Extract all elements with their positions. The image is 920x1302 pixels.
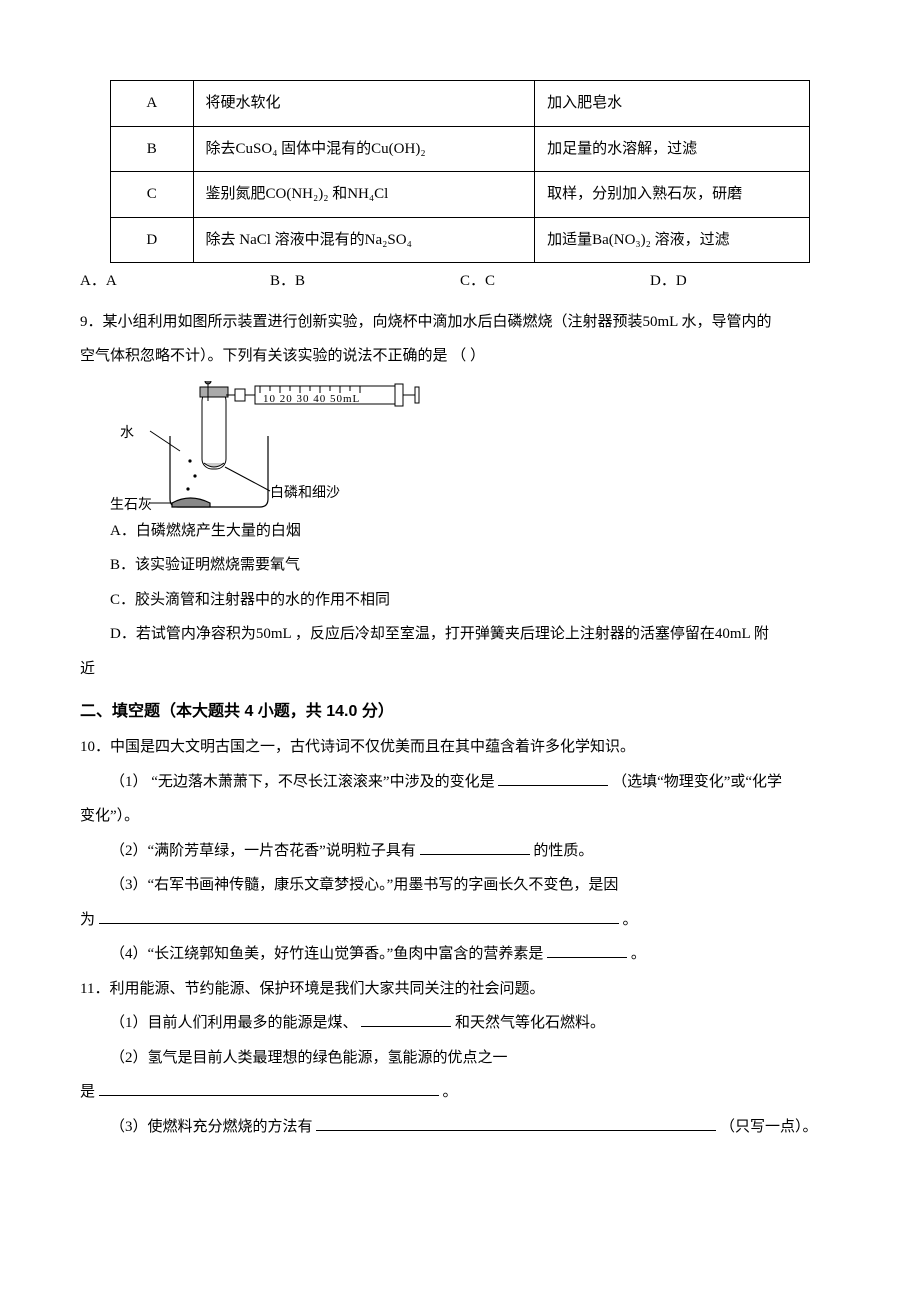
- table-row: C 鉴别氮肥CO(NH₂)₂ 和NH₄Cl 取样，分别加入熟石灰，研磨: [111, 172, 810, 218]
- q10-stem: 10．中国是四大文明古国之一，古代诗词不仅优美而且在其中蕴含着许多化学知识。: [80, 733, 840, 762]
- lime-label: 生石灰: [110, 493, 152, 520]
- q10-p1-line2: 变化”）。: [80, 802, 840, 831]
- q10-p2-text-a: （2）“满阶芳草绿，一片杏花香”说明粒子具有: [110, 843, 420, 859]
- blank-input[interactable]: [99, 908, 619, 924]
- q11-p2-text-b: 是: [80, 1084, 99, 1100]
- choice-d: D．D: [650, 267, 840, 296]
- choice-b: B．B: [270, 267, 460, 296]
- row-desc: 除去 NaCl 溶液中混有的Na₂SO₄: [193, 217, 535, 263]
- syringe-scale-label: 10 20 30 40 50mL: [263, 389, 360, 410]
- row-letter: D: [111, 217, 194, 263]
- q10-p2: （2）“满阶芳草绿，一片杏花香”说明粒子具有 的性质。: [80, 837, 840, 866]
- row-method: 加入肥皂水: [535, 81, 810, 127]
- q11-p3-text-a: （3）使燃料充分燃烧的方法有: [110, 1119, 316, 1135]
- row-desc: 鉴别氮肥CO(NH₂)₂ 和NH₄Cl: [193, 172, 535, 218]
- q9-option-A: A．白磷燃烧产生大量的白烟: [80, 517, 840, 546]
- q10-p3-line1: （3）“右军书画神传髓，康乐文章梦授心。”用墨书写的字画长久不变色，是因: [80, 871, 840, 900]
- q10-p3-text-c: 。: [623, 912, 638, 928]
- row-letter: C: [111, 172, 194, 218]
- row-method: 加适量Ba(NO₃)₂ 溶液，过滤: [535, 217, 810, 263]
- q9-option-D-line2: 近: [80, 655, 840, 684]
- table-row: A 将硬水软化 加入肥皂水: [111, 81, 810, 127]
- q11-p3-text-b: （只写一点）。: [720, 1119, 818, 1135]
- q9-stem-line1: 9．某小组利用如图所示装置进行创新实验，向烧杯中滴加水后白磷燃烧（注射器预装50…: [80, 308, 840, 337]
- q9-option-D-line1: D．若试管内净容积为50mL ，反应后冷却至室温，打开弹簧夹后理论上注射器的活塞…: [80, 620, 840, 649]
- q11-p1-text-b: 和天然气等化石燃料。: [455, 1015, 605, 1031]
- answer-choices: A．A B．B C．C D．D: [80, 267, 840, 296]
- row-method: 加足量的水溶解，过滤: [535, 126, 810, 172]
- blank-input[interactable]: [99, 1080, 439, 1096]
- blank-input[interactable]: [361, 1011, 451, 1027]
- blank-input[interactable]: [316, 1115, 716, 1131]
- q11-p2-line1: （2）氢气是目前人类最理想的绿色能源，氢能源的优点之一: [80, 1044, 840, 1073]
- phosphorus-label: 白磷和细沙: [270, 481, 340, 508]
- q11-p1-text-a: （1）目前人们利用最多的能源是煤、: [110, 1015, 361, 1031]
- q10-p4: （4）“长江绕郭知鱼美，好竹连山觉笋香。”鱼肉中富含的营养素是 。: [80, 940, 840, 969]
- q10-p4-text-b: 。: [631, 946, 646, 962]
- q10-p2-text-b: 的性质。: [533, 843, 593, 859]
- q10-p1-text-b: （选填“物理变化”或“化学: [612, 774, 782, 790]
- q11-p2-line2: 是 。: [80, 1078, 840, 1107]
- options-table: A 将硬水软化 加入肥皂水 B 除去CuSO₄ 固体中混有的Cu(OH)₂ 加足…: [110, 80, 810, 263]
- q11-p1: （1）目前人们利用最多的能源是煤、 和天然气等化石燃料。: [80, 1009, 840, 1038]
- q10-p3-text-b: 为: [80, 912, 99, 928]
- row-method: 取样，分别加入熟石灰，研磨: [535, 172, 810, 218]
- blank-input[interactable]: [547, 942, 627, 958]
- q11-stem: 11．利用能源、节约能源、保护环境是我们大家共同关注的社会问题。: [80, 975, 840, 1004]
- row-letter: B: [111, 126, 194, 172]
- row-letter: A: [111, 81, 194, 127]
- choice-a: A．A: [80, 267, 270, 296]
- q11-p3: （3）使燃料充分燃烧的方法有 （只写一点）。: [80, 1113, 840, 1142]
- q10-p1-line1: （1） “无边落木萧萧下，不尽长江滚滚来”中涉及的变化是 （选填“物理变化”或“…: [80, 768, 840, 797]
- water-label: 水: [120, 421, 134, 448]
- blank-input[interactable]: [420, 839, 530, 855]
- section-2-title: 二、填空题（本大题共 4 小题，共 14.0 分）: [80, 697, 840, 727]
- blank-input[interactable]: [498, 770, 608, 786]
- page-root: A 将硬水软化 加入肥皂水 B 除去CuSO₄ 固体中混有的Cu(OH)₂ 加足…: [0, 0, 920, 1302]
- q10-p4-text-a: （4）“长江绕郭知鱼美，好竹连山觉笋香。”鱼肉中富含的营养素是: [110, 946, 547, 962]
- q9-diagram: 10 20 30 40 50mL 水 生石灰 白磷和细沙: [110, 381, 430, 511]
- table-row: D 除去 NaCl 溶液中混有的Na₂SO₄ 加适量Ba(NO₃)₂ 溶液，过滤: [111, 217, 810, 263]
- row-desc: 将硬水软化: [193, 81, 535, 127]
- choice-c: C．C: [460, 267, 650, 296]
- q9-stem-line2: 空气体积忽略不计）。下列有关该实验的说法不正确的是 （ ）: [80, 342, 840, 371]
- q10-p1-text-a: （1） “无边落木萧萧下，不尽长江滚滚来”中涉及的变化是: [110, 774, 498, 790]
- q9-option-C: C．胶头滴管和注射器中的水的作用不相同: [80, 586, 840, 615]
- q9-option-B: B．该实验证明燃烧需要氧气: [80, 551, 840, 580]
- row-desc: 除去CuSO₄ 固体中混有的Cu(OH)₂: [193, 126, 535, 172]
- table-row: B 除去CuSO₄ 固体中混有的Cu(OH)₂ 加足量的水溶解，过滤: [111, 126, 810, 172]
- q10-p3-line2: 为 。: [80, 906, 840, 935]
- q11-p2-text-c: 。: [443, 1084, 458, 1100]
